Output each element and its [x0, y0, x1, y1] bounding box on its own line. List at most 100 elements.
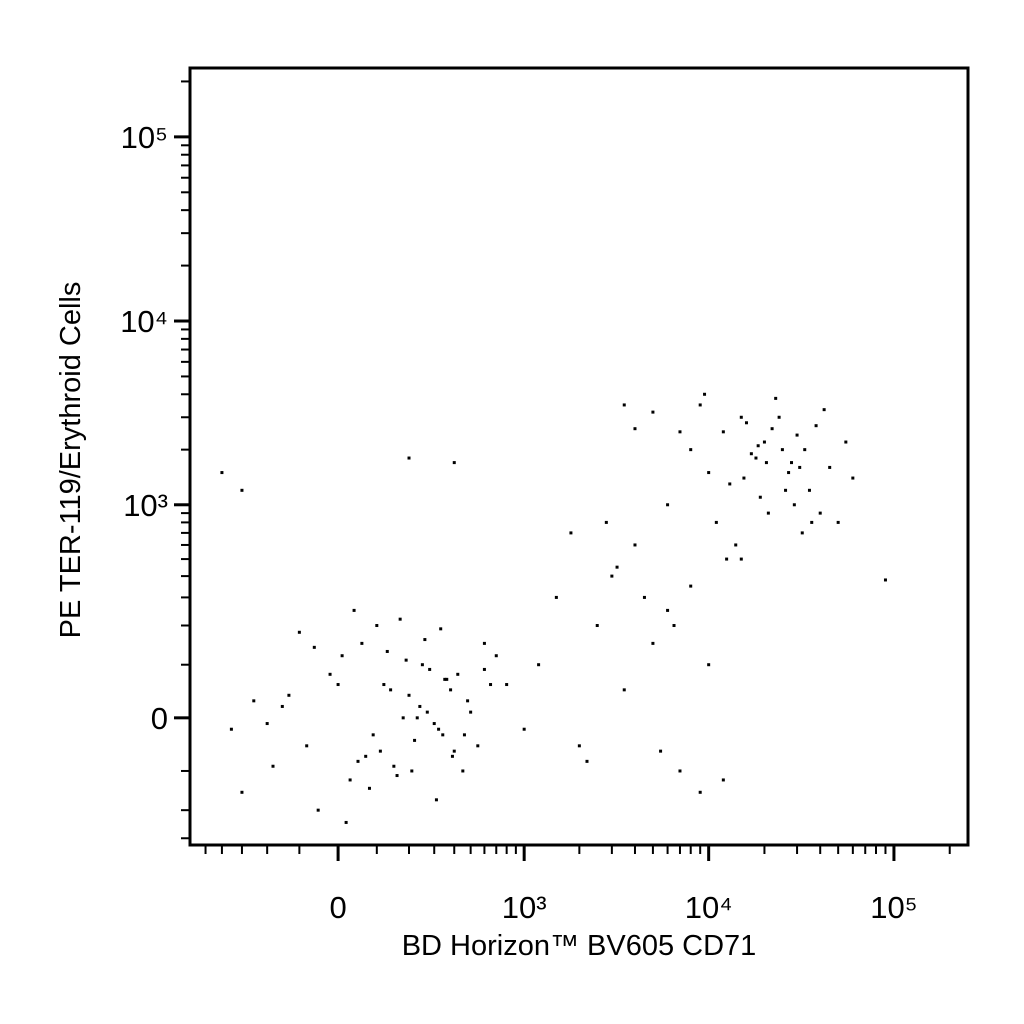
point: [265, 722, 269, 726]
point: [714, 520, 718, 524]
point: [569, 531, 573, 535]
point: [371, 733, 375, 737]
point: [672, 624, 676, 628]
point: [749, 452, 753, 456]
point: [449, 688, 453, 692]
point: [382, 683, 386, 687]
y-axis-label: PE TER-119/Erythroid Cells: [55, 282, 87, 639]
point: [305, 744, 309, 748]
point: [784, 488, 788, 492]
point: [615, 565, 619, 569]
point: [432, 722, 436, 726]
point: [522, 727, 526, 731]
point: [800, 531, 804, 535]
point: [367, 786, 371, 790]
point: [807, 488, 811, 492]
point: [489, 683, 493, 687]
point: [851, 476, 855, 480]
point: [739, 415, 743, 419]
point: [461, 769, 465, 773]
point: [452, 461, 456, 465]
point: [456, 672, 460, 676]
point: [378, 749, 382, 753]
point: [707, 663, 711, 667]
point: [792, 503, 796, 507]
point: [312, 645, 316, 649]
point: [392, 764, 396, 768]
point: [721, 778, 725, 782]
point: [678, 430, 682, 434]
point: [703, 392, 707, 396]
point: [336, 683, 340, 687]
point: [774, 396, 778, 400]
point: [407, 693, 411, 697]
point: [666, 608, 670, 612]
point: [418, 704, 422, 708]
point: [642, 595, 646, 599]
point: [439, 627, 443, 631]
y-tick-label: 10⁵: [121, 120, 168, 155]
point: [476, 744, 480, 748]
point: [420, 663, 424, 667]
point: [482, 641, 486, 645]
point: [814, 424, 818, 428]
point: [770, 427, 774, 431]
point: [469, 710, 473, 714]
point: [577, 744, 581, 748]
point: [678, 769, 682, 773]
point: [721, 430, 725, 434]
point: [316, 808, 320, 812]
point: [622, 688, 626, 692]
y-tick-label: 10³: [123, 488, 168, 523]
point: [466, 699, 470, 703]
point: [401, 716, 405, 720]
point: [352, 608, 356, 612]
point: [754, 456, 758, 460]
point: [443, 677, 447, 681]
point: [364, 754, 368, 758]
point: [883, 578, 887, 582]
point: [415, 716, 419, 720]
point: [803, 448, 807, 452]
point: [764, 461, 768, 465]
point: [494, 654, 498, 658]
point: [462, 733, 466, 737]
point: [758, 495, 762, 499]
plot-frame: [188, 66, 970, 847]
point: [698, 403, 702, 407]
point: [622, 403, 626, 407]
point: [666, 503, 670, 507]
point: [240, 790, 244, 794]
point: [407, 456, 411, 460]
point: [287, 693, 291, 697]
point: [744, 421, 748, 425]
point: [728, 482, 732, 486]
y-tick-label: 0: [151, 701, 168, 736]
x-tick-label: 10³: [502, 890, 547, 925]
x-tick-label: 0: [329, 890, 346, 925]
point: [651, 410, 655, 414]
point: [404, 658, 408, 662]
point: [633, 427, 637, 431]
point: [505, 683, 509, 687]
point: [423, 638, 427, 642]
point: [428, 667, 432, 671]
point: [252, 699, 256, 703]
point: [410, 769, 414, 773]
point: [780, 448, 784, 452]
point: [398, 617, 402, 621]
point: [787, 471, 791, 475]
point: [756, 444, 760, 448]
point: [742, 476, 746, 480]
point: [344, 820, 348, 824]
point: [689, 448, 693, 452]
point: [818, 511, 822, 515]
point: [445, 677, 449, 681]
point: [375, 624, 379, 628]
point: [604, 520, 608, 524]
x-tick-label: 10⁵: [870, 890, 917, 925]
point: [689, 584, 693, 588]
point: [762, 440, 766, 444]
point: [790, 461, 794, 465]
